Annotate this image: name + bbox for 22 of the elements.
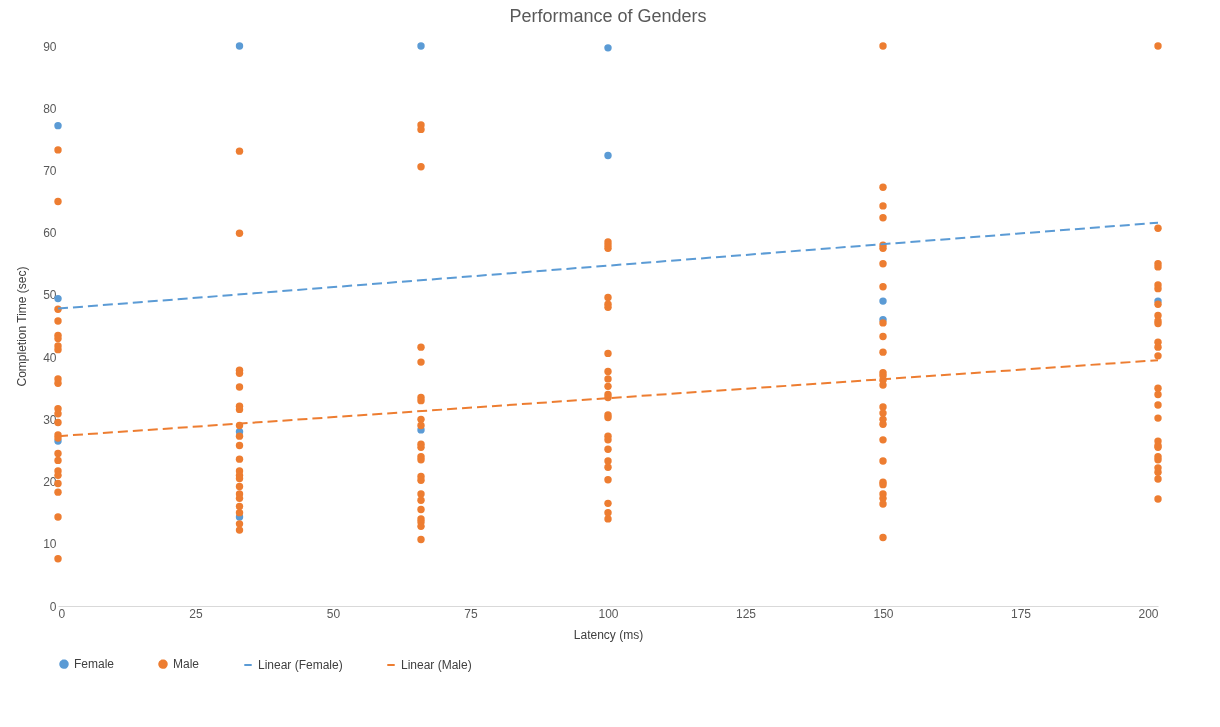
y-tick-label: 10: [43, 537, 57, 552]
x-tick-label: 125: [735, 606, 757, 621]
x-tick-label: 100: [598, 606, 619, 621]
x-tick-label: 200: [1138, 606, 1159, 621]
y-tick-label: 80: [43, 101, 57, 116]
x-tick-label: 50: [326, 606, 341, 621]
legend-label: Linear (Female): [258, 658, 343, 672]
y-tick-label: 70: [43, 163, 57, 178]
x-axis-title: Latency (ms): [573, 627, 644, 642]
y-tick-label: 60: [43, 226, 57, 241]
y-axis-title: Completion Time (sec): [15, 266, 30, 387]
x-tick-label: 150: [873, 606, 894, 621]
legend-label: Female: [74, 657, 115, 672]
x-tick-label: 75: [464, 606, 478, 621]
y-tick-label: 50: [43, 288, 57, 303]
legend-label: Linear (Male): [401, 658, 472, 672]
x-tick-label: 25: [189, 606, 203, 621]
y-tick-label: 90: [43, 39, 57, 54]
legend-label: Male: [173, 657, 200, 672]
chart-title: Performance of Genders: [509, 6, 707, 26]
y-tick-label: 40: [43, 350, 57, 365]
x-tick-label: 175: [1010, 606, 1032, 621]
